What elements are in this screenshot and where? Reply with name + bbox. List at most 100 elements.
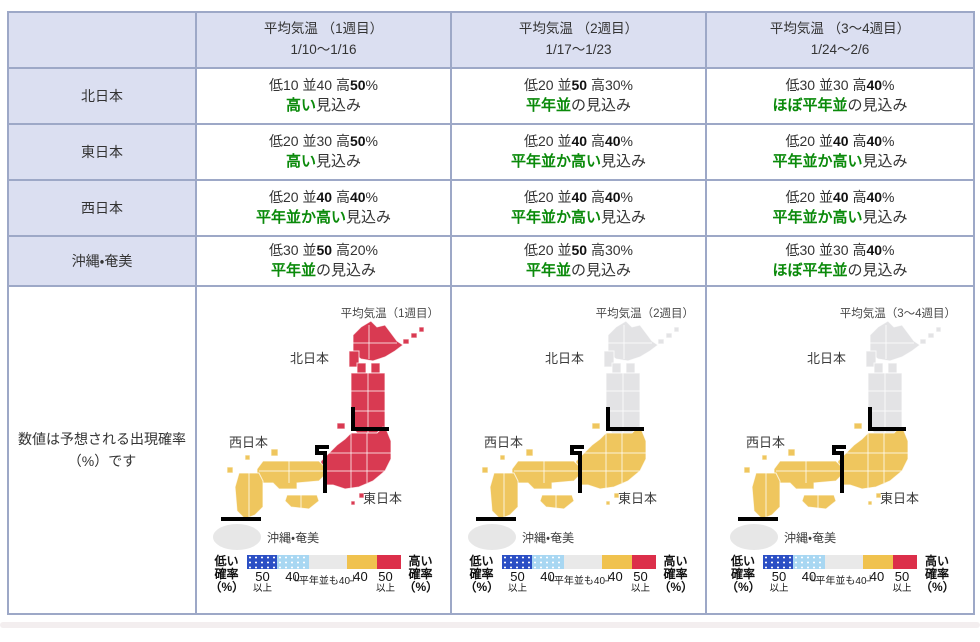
outlook-line: ほぼ平年並の見込み [772, 262, 908, 280]
region-west-japan [481, 448, 581, 520]
region-label-okinawa-amami: 沖縄・奄美 [7, 235, 197, 287]
legend-ticks: 50 以上 40 └平年並も40┘ 40 50 以上 [769, 569, 912, 594]
row-north-japan: 北日本 低10 並40 高50% 高い見込み 低20 並50 高30% 平年並の… [7, 67, 975, 125]
note-line-2: （%）です [67, 453, 137, 469]
legend-ticks: 50 以上 40 └平年並も40┘ 40 50 以上 [507, 569, 650, 594]
legend-seg-light-blue [793, 555, 825, 569]
header-week2-title: 平均気温 （2週目） [518, 21, 639, 37]
probability-legend: 低い 確率 （%） 50 以上 40 └平年並も4 [726, 554, 955, 599]
legend-seg-light-blue [531, 555, 564, 569]
region-label-west-japan: 西日本 [7, 179, 197, 237]
map-label-west-japan: 西日本 [746, 435, 785, 450]
outlook-line: 平年並の見込み [525, 262, 632, 280]
forecast-cell: 低20 並40 高40% 平年並か高い見込み [195, 179, 452, 237]
outlook-line: 平年並か高い見込み [510, 209, 647, 227]
legend-color-bar [246, 555, 401, 569]
legend-seg-gray [563, 555, 602, 569]
header-week34: 平均気温 （3〜4週目） 1/24〜2/6 [705, 11, 975, 69]
page-bottom-divider [0, 622, 980, 628]
region-boundary-lines [221, 407, 389, 521]
forecast-cell: 低20 並30 高50% 高い見込み [195, 123, 452, 181]
map-label-north-japan: 北日本 [290, 351, 329, 366]
okinawa-ellipse [729, 524, 778, 550]
outlook-line: 高い見込み [285, 153, 362, 171]
region-north-japan [865, 320, 941, 434]
header-week34-title: 平均気温 （3〜4週目） [769, 21, 911, 37]
outlook-line: 平年並の見込み [270, 262, 377, 280]
map-label-okinawa-amami: 沖縄・奄美 [784, 531, 836, 545]
map-label-east-japan: 東日本 [880, 491, 919, 506]
row-maps: 数値は予想される出現確率 （%）です 平均気温（1週目） [7, 285, 975, 615]
probability-legend: 低い 確率 （%） 50 以上 40 └平年並も4 [209, 554, 439, 599]
legend-low-label: 低い 確率 （%） [209, 554, 245, 595]
legend-center-note: └平年並も40┘ [808, 576, 874, 587]
forecast-cell: 低20 並50 高30% 平年並の見込み [450, 235, 707, 287]
header-week2: 平均気温 （2週目） 1/17〜1/23 [450, 11, 707, 69]
region-north-japan [603, 320, 680, 434]
legend-ticks: 50 以上 40 └平年並も40┘ 40 50 以上 [252, 569, 395, 594]
legend-seg-red [631, 555, 656, 569]
map-label-east-japan: 東日本 [363, 491, 402, 506]
probability-line: 低20 並40 高40% [524, 132, 633, 149]
forecast-cell: 低30 並50 高20% 平年並の見込み [195, 235, 452, 287]
legend-seg-red [376, 555, 401, 569]
forecast-cell: 低10 並40 高50% 高い見込み [195, 67, 452, 125]
note-line-1: 数値は予想される出現確率 [18, 430, 186, 447]
map-cell-week2: 平均気温（2週目） [450, 285, 707, 615]
probability-line: 低30 並50 高20% [269, 241, 378, 258]
legend-low-label: 低い 確率 （%） [726, 554, 761, 595]
header-week1: 平均気温 （1週目） 1/10〜1/16 [195, 11, 452, 69]
legend-center-note: └平年並も40┘ [546, 576, 613, 587]
probability-line: 低20 並50 高30% [524, 241, 633, 258]
probability-legend: 低い 確率 （%） 50 以上 40 └平年並も4 [465, 554, 694, 599]
map-label-west-japan: 西日本 [484, 435, 523, 450]
legend-color-bar [501, 555, 656, 569]
legend-center-note: └平年並も40┘ [291, 576, 358, 587]
forecast-cell: 低20 並40 高40% 平年並か高い見込み [450, 123, 707, 181]
map-label-okinawa-amami: 沖縄・奄美 [522, 531, 574, 545]
okinawa-ellipse [468, 524, 516, 550]
legend-seg-light-blue [276, 555, 309, 569]
temperature-forecast-table: 平均気温 （1週目） 1/10〜1/16 平均気温 （2週目） 1/17〜1/2… [7, 11, 975, 615]
outlook-line: 平年並の見込み [525, 97, 632, 115]
legend-seg-dark-blue [246, 555, 277, 569]
forecast-cell: 低20 並40 高40% 平年並か高い見込み [450, 179, 707, 237]
legend-high-label: 高い 確率 （%） [403, 554, 439, 595]
region-east-japan [573, 422, 647, 506]
forecast-cell: 低20 並40 高40% 平年並か高い見込み [705, 123, 975, 181]
region-boundary-lines [737, 407, 906, 521]
legend-seg-dark-blue [501, 555, 532, 569]
legend-high-label: 高い 確率 （%） [658, 554, 694, 595]
region-north-japan [348, 320, 425, 434]
legend-seg-yellow [863, 555, 893, 569]
region-label-east-japan: 東日本 [7, 123, 197, 181]
region-boundary-lines [476, 407, 644, 521]
legend-seg-gray [308, 555, 347, 569]
map-cell-week1: 平均気温（1週目） [195, 285, 452, 615]
probability-line: 低30 並30 高40% [785, 76, 895, 93]
map-title: 平均気温（2週目） [596, 306, 694, 320]
outlook-line: 平年並か高い見込み [772, 153, 908, 171]
map-label-north-japan: 北日本 [545, 351, 584, 366]
header-week1-title: 平均気温 （1週目） [263, 21, 384, 37]
row-west-japan: 西日本 低20 並40 高40% 平年並か高い見込み 低20 並40 高40% … [7, 179, 975, 237]
forecast-cell: 低30 並30 高40% ほぼ平年並の見込み [705, 235, 975, 287]
outlook-line: 平年並か高い見込み [510, 153, 647, 171]
map-label-west-japan: 西日本 [229, 435, 268, 450]
forecast-cell: 低20 並50 高30% 平年並の見込み [450, 67, 707, 125]
probability-line: 低20 並40 高40% [785, 188, 895, 205]
outlook-line: 平年並か高い見込み [772, 209, 908, 227]
map-label-okinawa-amami: 沖縄・奄美 [267, 531, 319, 545]
legend-seg-yellow [601, 555, 632, 569]
header-week34-dates: 1/24〜2/6 [810, 42, 870, 57]
legend-seg-red [893, 555, 917, 569]
row-east-japan: 東日本 低20 並30 高50% 高い見込み 低20 並40 高40% 平年並か… [7, 123, 975, 181]
legend-seg-yellow [346, 555, 377, 569]
header-week1-dates: 1/10〜1/16 [290, 42, 357, 57]
header-empty-cell [7, 11, 197, 69]
probability-line: 低30 並30 高40% [785, 241, 895, 258]
legend-seg-dark-blue [763, 555, 793, 569]
row-okinawa-amami: 沖縄・奄美 低30 並50 高20% 平年並の見込み 低20 並50 高30% … [7, 235, 975, 287]
forecast-cell: 低30 並30 高40% ほぼ平年並の見込み [705, 67, 975, 125]
probability-line: 低20 並30 高50% [269, 132, 378, 149]
